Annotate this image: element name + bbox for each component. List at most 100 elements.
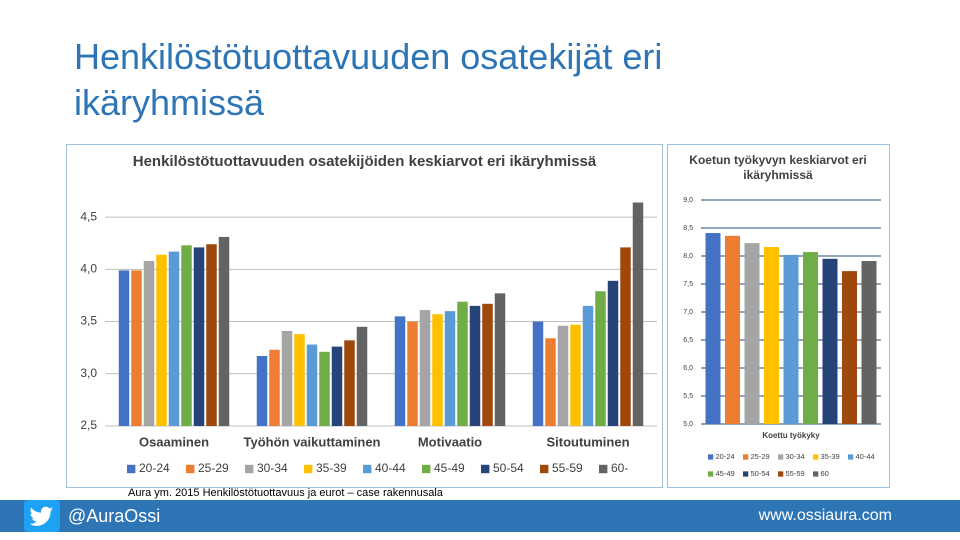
- legend-swatch: [304, 464, 313, 474]
- bar: [783, 254, 799, 424]
- chart-frame: Koetun työkyvyn keskiarvot eri ikäryhmis…: [667, 144, 890, 488]
- legend-label: 25-29: [751, 452, 770, 461]
- legend-swatch: [186, 464, 195, 474]
- legend-label: 45-49: [716, 469, 735, 478]
- legend-label: 55-59: [552, 461, 583, 475]
- twitter-icon[interactable]: [24, 500, 60, 532]
- bar: [131, 270, 142, 426]
- bar: [281, 330, 293, 426]
- bar: [482, 303, 493, 426]
- y-tick-label: 8,5: [683, 225, 693, 232]
- bar: [444, 311, 456, 426]
- bar: [557, 325, 569, 426]
- bar: [193, 247, 205, 426]
- legend-swatch: [481, 464, 490, 474]
- bar: [356, 326, 368, 426]
- legend-swatch: [778, 471, 784, 477]
- legend-label: 50-54: [493, 461, 524, 475]
- legend-label: 45-49: [434, 461, 465, 475]
- legend-label: 60-: [611, 461, 628, 475]
- y-tick-label: 6,0: [683, 365, 693, 372]
- bar: [803, 252, 818, 424]
- bar: [725, 235, 740, 424]
- y-tick-label: 4,5: [80, 209, 97, 223]
- bar: [218, 236, 230, 426]
- bar: [168, 251, 180, 426]
- chart-title: Henkilöstötuottavuuden osatekijöiden kes…: [132, 153, 597, 170]
- legend-swatch: [708, 454, 714, 460]
- chart: 5,0 5,5 6,0 6,5 7,0 7,5 8,0 8,5 9,0 Koettu työkyk…: [683, 197, 881, 478]
- bar: [432, 314, 443, 426]
- x-tick-label: Sitoutuminen: [546, 434, 629, 449]
- chart-frame: Henkilöstötuottavuuden osatekijöiden kes…: [66, 144, 663, 488]
- legend-swatch: [708, 471, 714, 477]
- legend-swatch: [848, 454, 854, 460]
- y-tick-label: 4,0: [80, 262, 97, 276]
- legend-label: 60: [821, 469, 829, 478]
- bar: [620, 247, 631, 426]
- legend-swatch: [813, 471, 819, 477]
- legend-swatch: [599, 464, 608, 474]
- legend-swatch: [540, 464, 549, 474]
- legend-label: 35-39: [821, 452, 840, 461]
- bar: [632, 202, 644, 426]
- legend-swatch: [778, 454, 784, 460]
- bar: [744, 243, 760, 424]
- bar: [407, 321, 418, 426]
- footer-bar: @AuraOssi www.ossiaura.com: [0, 500, 960, 532]
- bar: [156, 254, 167, 426]
- bar: [419, 310, 431, 426]
- legend-label: 30-34: [786, 452, 805, 461]
- bar: [705, 233, 721, 424]
- bar: [143, 260, 155, 426]
- bar: [344, 340, 355, 426]
- y-tick-label: 3,5: [80, 314, 97, 328]
- y-tick-label: 9,0: [683, 197, 693, 204]
- x-tick-label: Motivaatio: [418, 434, 482, 449]
- legend-swatch: [743, 471, 749, 477]
- website-url[interactable]: www.ossiaura.com: [758, 507, 892, 524]
- legend-label: 25-29: [198, 461, 229, 475]
- bar: [822, 258, 838, 424]
- y-tick-label: 5,5: [683, 393, 693, 400]
- bar: [256, 356, 268, 426]
- bar: [319, 351, 330, 426]
- legend-swatch: [813, 454, 819, 460]
- legend-swatch: [422, 464, 431, 474]
- bar: [582, 305, 594, 426]
- bar: [545, 338, 556, 426]
- y-tick-label: 7,5: [683, 281, 693, 288]
- legend-label: 50-54: [751, 469, 770, 478]
- bar: [494, 293, 506, 426]
- bar: [570, 324, 581, 426]
- x-tick-label: Koettu työkyky: [762, 431, 820, 440]
- bar: [394, 316, 406, 426]
- bar: [306, 344, 318, 426]
- y-tick-label: 5,0: [683, 421, 693, 428]
- legend-label: 35-39: [316, 461, 347, 475]
- slide-title: Henkilöstötuottavuuden osatekijät eri ik…: [74, 36, 663, 123]
- y-tick-label: 8,0: [683, 253, 693, 260]
- twitter-handle[interactable]: @AuraOssi: [68, 506, 161, 526]
- legend-swatch: [743, 454, 749, 460]
- chart: 2,5 3,0 3,5 4,0 4,5 Osaaminen Työhön vaikuttam…: [80, 202, 657, 475]
- legend-label: 40-44: [375, 461, 406, 475]
- bar: [181, 245, 192, 426]
- bar: [595, 291, 606, 426]
- bar: [842, 271, 857, 424]
- source-note: Aura ym. 2015 Henkilöstötuottavuus ja eu…: [128, 487, 443, 499]
- x-tick-label: Osaaminen: [139, 434, 209, 449]
- bar: [206, 244, 217, 426]
- legend-swatch: [245, 464, 254, 474]
- legend-swatch: [363, 464, 372, 474]
- bar: [118, 270, 130, 426]
- y-tick-label: 3,0: [80, 366, 97, 380]
- legend-label: 20-24: [716, 452, 735, 461]
- bar: [532, 321, 544, 426]
- legend-label: 20-24: [139, 461, 170, 475]
- y-tick-label: 7,0: [683, 309, 693, 316]
- legend-label: 30-34: [257, 461, 288, 475]
- bar: [861, 261, 877, 424]
- y-tick-label: 2,5: [80, 418, 97, 432]
